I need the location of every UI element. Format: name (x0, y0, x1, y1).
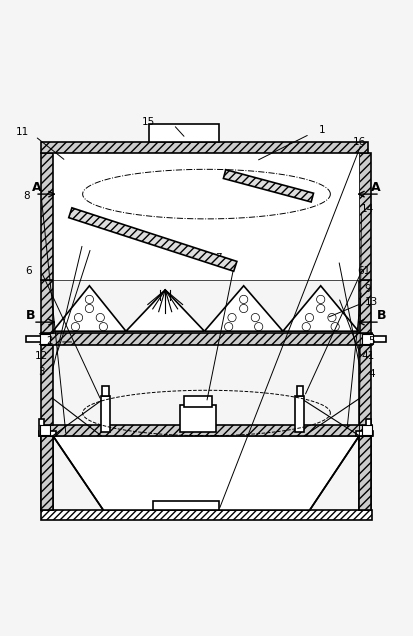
Bar (297, 386, 303, 396)
Bar (41, 345, 53, 425)
Text: 9: 9 (364, 284, 371, 294)
Bar (366, 419, 371, 436)
Bar (39, 431, 56, 436)
Bar (40, 334, 50, 345)
Text: 6: 6 (26, 265, 32, 275)
Bar (41, 436, 53, 510)
Text: 11: 11 (16, 127, 29, 137)
Bar (41, 280, 53, 333)
Text: 14: 14 (361, 204, 374, 214)
Bar (26, 336, 41, 342)
Text: 1: 1 (319, 125, 325, 135)
Text: 61: 61 (357, 265, 370, 275)
Polygon shape (69, 208, 237, 271)
Bar (370, 336, 386, 342)
Bar (295, 396, 304, 432)
Bar (362, 334, 373, 345)
Bar (39, 419, 44, 436)
Bar (40, 425, 50, 435)
Polygon shape (204, 286, 283, 331)
Text: 5: 5 (368, 336, 375, 346)
Text: 8: 8 (24, 191, 30, 201)
Bar (41, 436, 53, 510)
Text: 2: 2 (46, 336, 53, 346)
Text: 16: 16 (353, 137, 366, 148)
Text: 12: 12 (35, 351, 48, 361)
Text: B: B (26, 310, 36, 322)
Bar (53, 153, 359, 280)
Text: B: B (377, 310, 387, 322)
Bar (359, 436, 371, 510)
Bar (356, 431, 373, 436)
Bar (101, 396, 110, 432)
Bar (149, 124, 219, 142)
Bar (41, 510, 372, 520)
Bar (362, 425, 372, 435)
Text: A: A (32, 181, 42, 195)
Text: A: A (371, 181, 381, 195)
Bar (41, 333, 372, 345)
Polygon shape (283, 286, 358, 331)
Text: 7: 7 (216, 253, 222, 263)
Text: 41: 41 (361, 351, 374, 361)
Bar (359, 280, 371, 333)
Text: 13: 13 (365, 297, 378, 307)
Polygon shape (126, 290, 204, 331)
Bar (41, 142, 368, 153)
Polygon shape (223, 170, 313, 202)
Bar (180, 404, 216, 432)
Text: 4: 4 (368, 369, 375, 379)
Bar (41, 153, 53, 280)
Polygon shape (53, 436, 359, 510)
Bar (41, 425, 372, 436)
Bar (359, 436, 371, 510)
Text: 3: 3 (38, 367, 45, 377)
Bar (102, 386, 109, 396)
Bar (184, 396, 212, 407)
Bar (153, 501, 219, 510)
Bar (359, 345, 371, 425)
Polygon shape (53, 286, 126, 331)
Text: 15: 15 (142, 117, 155, 127)
Bar (359, 153, 371, 280)
